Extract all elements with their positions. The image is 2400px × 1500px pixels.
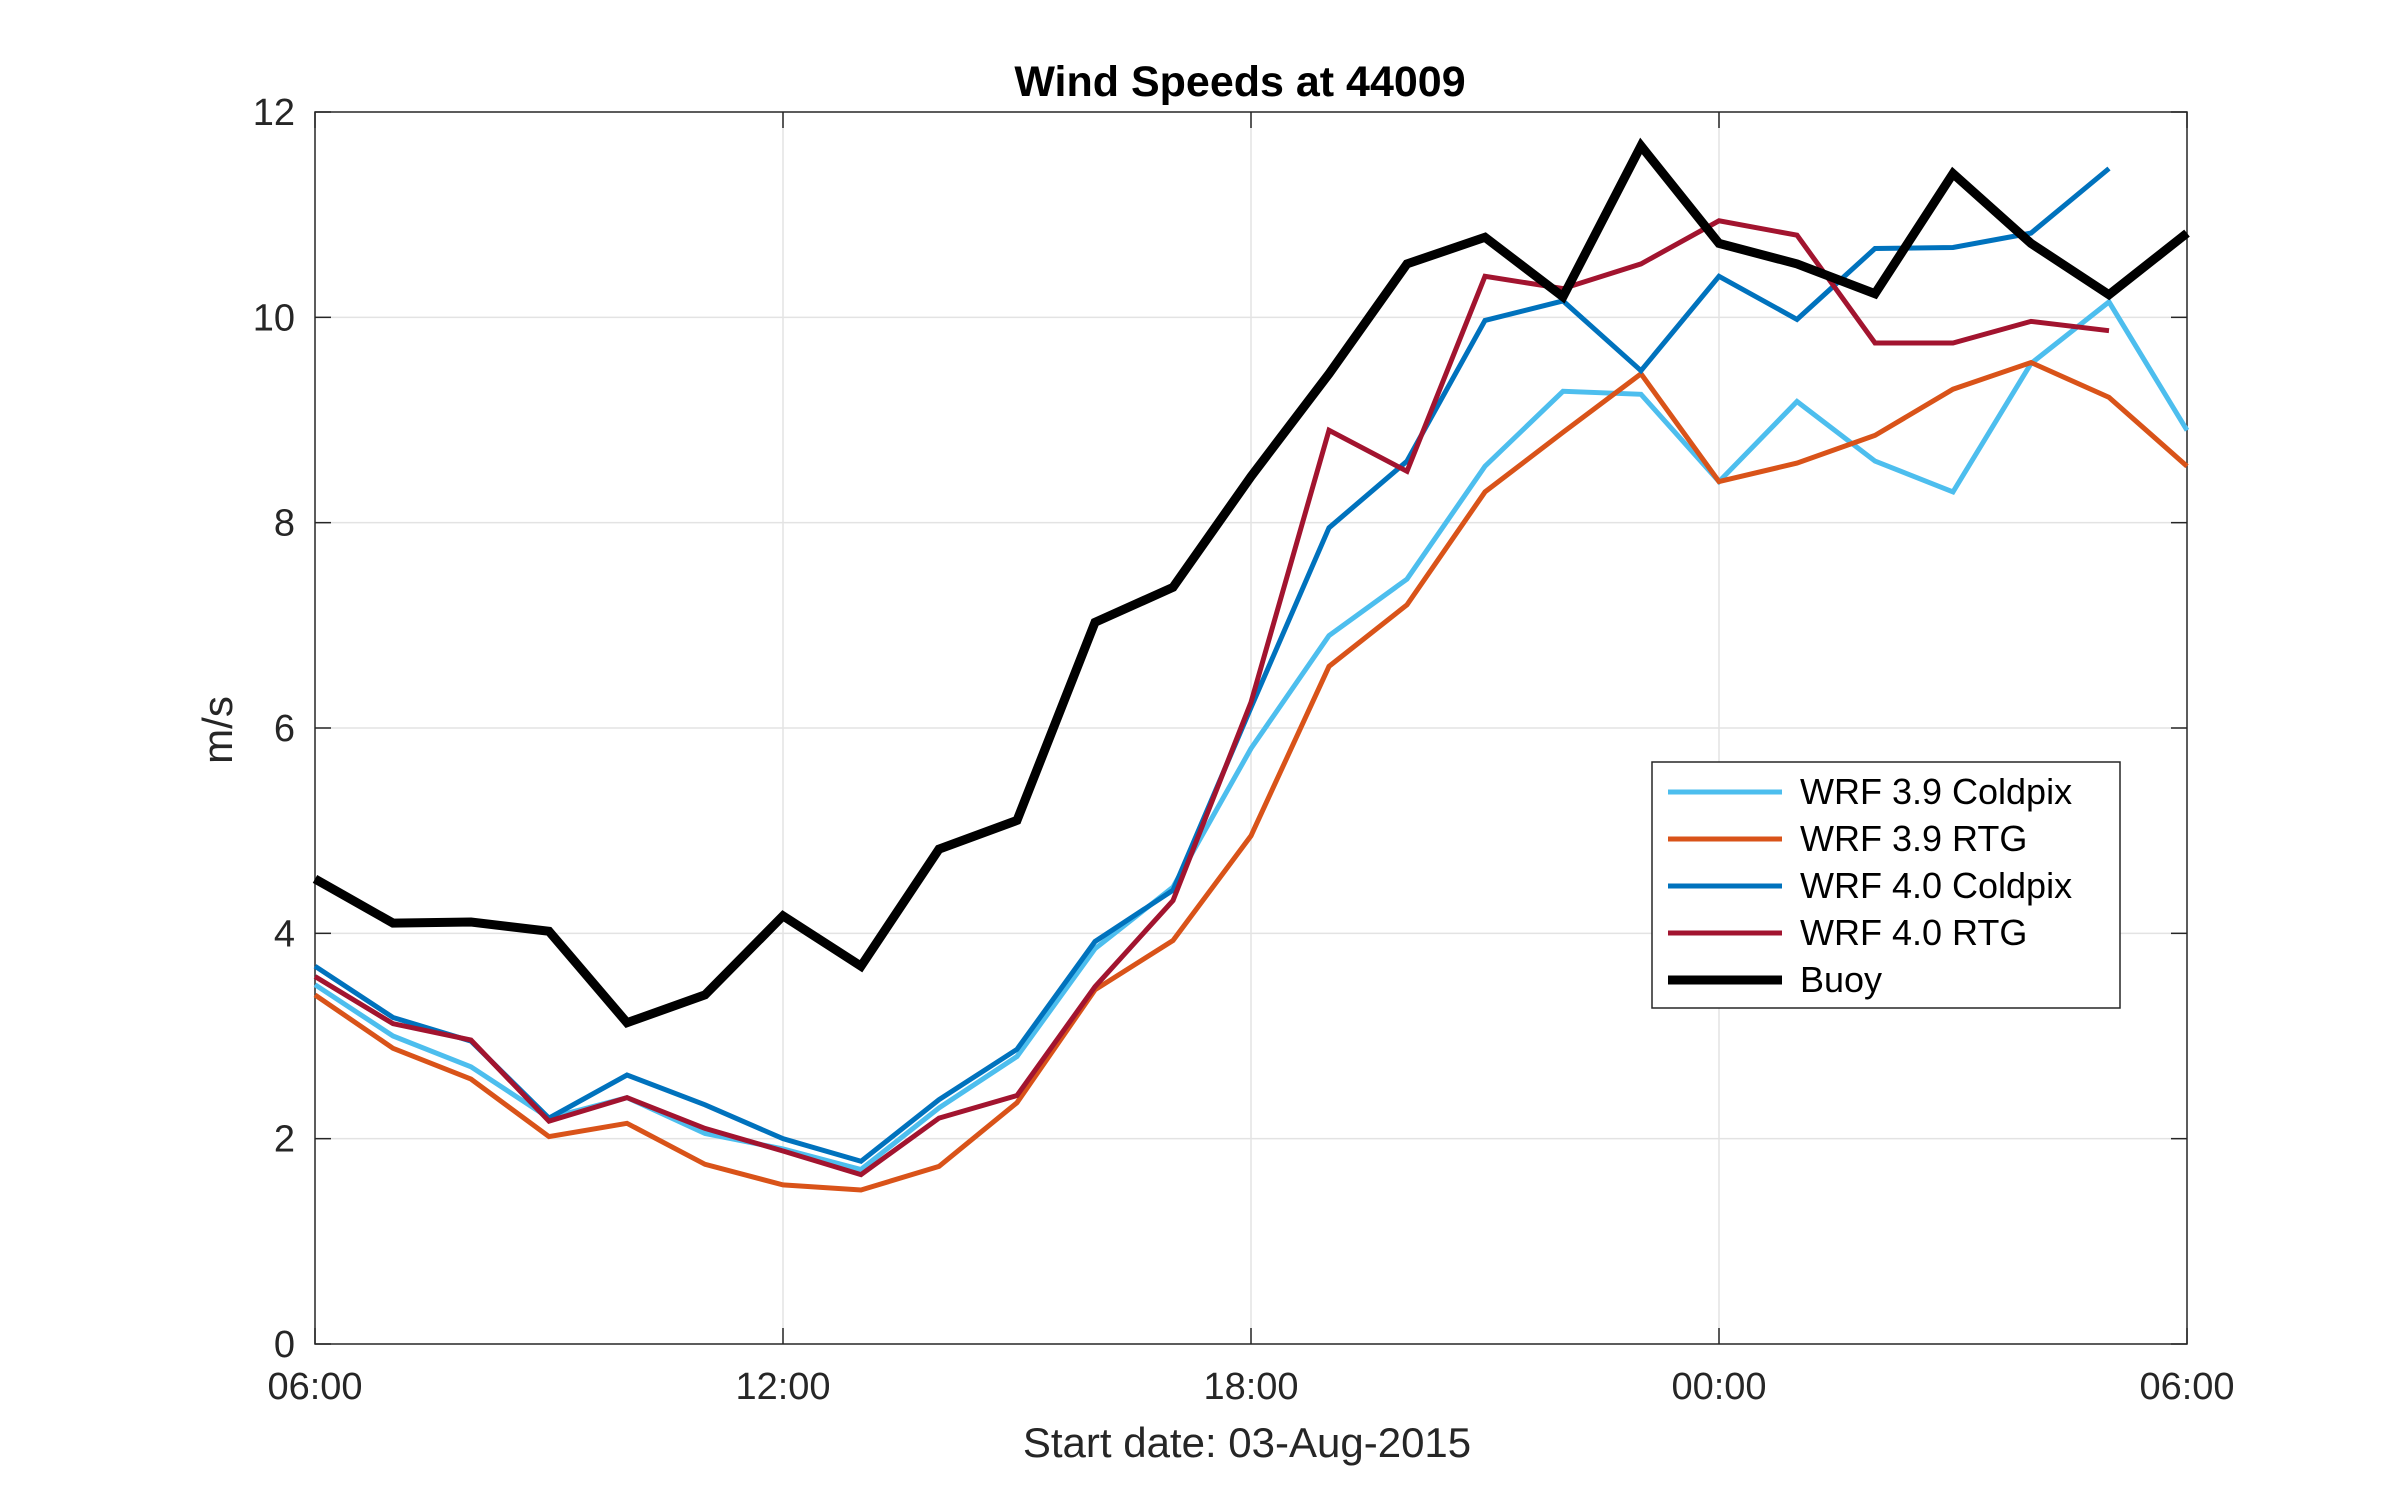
series-line-buoy bbox=[312, 137, 2190, 1028]
y-axis-label: m/s bbox=[194, 696, 241, 764]
y-tick-label: 6 bbox=[274, 708, 295, 750]
x-tick-label: 18:00 bbox=[1203, 1366, 1298, 1408]
legend-label-wrf-3-9-rtg: WRF 3.9 RTG bbox=[1800, 818, 2027, 859]
y-tick-label: 4 bbox=[274, 913, 295, 955]
axes: 0 2 4 6 8 10 12 06:00 12:00 18:00 00:00 06:00 bbox=[253, 92, 2235, 1408]
y-tick-label: 10 bbox=[253, 297, 295, 339]
legend-label-wrf-3-9-coldpix: WRF 3.9 Coldpix bbox=[1800, 771, 2072, 812]
x-axis-label: Start date: 03-Aug-2015 bbox=[1023, 1419, 1471, 1466]
x-tick-label: 06:00 bbox=[2139, 1366, 2234, 1408]
y-tick-label: 0 bbox=[274, 1324, 295, 1366]
legend-label-wrf-4-0-coldpix: WRF 4.0 Coldpix bbox=[1800, 865, 2072, 906]
series-line-wrf-3-9-rtg bbox=[313, 359, 2189, 1193]
x-tick-label: 00:00 bbox=[1671, 1366, 1766, 1408]
x-tick-label: 12:00 bbox=[735, 1366, 830, 1408]
series-line-wrf-4-0-rtg bbox=[313, 218, 2110, 1178]
legend[interactable]: WRF 3.9 Coldpix WRF 3.9 RTG WRF 4.0 Coldpi… bbox=[1651, 761, 2121, 1009]
legend-label-wrf-4-0-rtg: WRF 4.0 RTG bbox=[1800, 912, 2027, 953]
series-group bbox=[312, 137, 2190, 1193]
grid bbox=[315, 112, 2187, 1344]
legend-label-buoy: Buoy bbox=[1800, 959, 1882, 1000]
y-tick-label: 8 bbox=[274, 503, 295, 545]
chart-title: Wind Speeds at 44009 bbox=[1014, 58, 1465, 106]
y-tick-label: 12 bbox=[253, 92, 295, 134]
x-tick-label: 06:00 bbox=[267, 1366, 362, 1408]
y-tick-label: 2 bbox=[274, 1119, 295, 1161]
